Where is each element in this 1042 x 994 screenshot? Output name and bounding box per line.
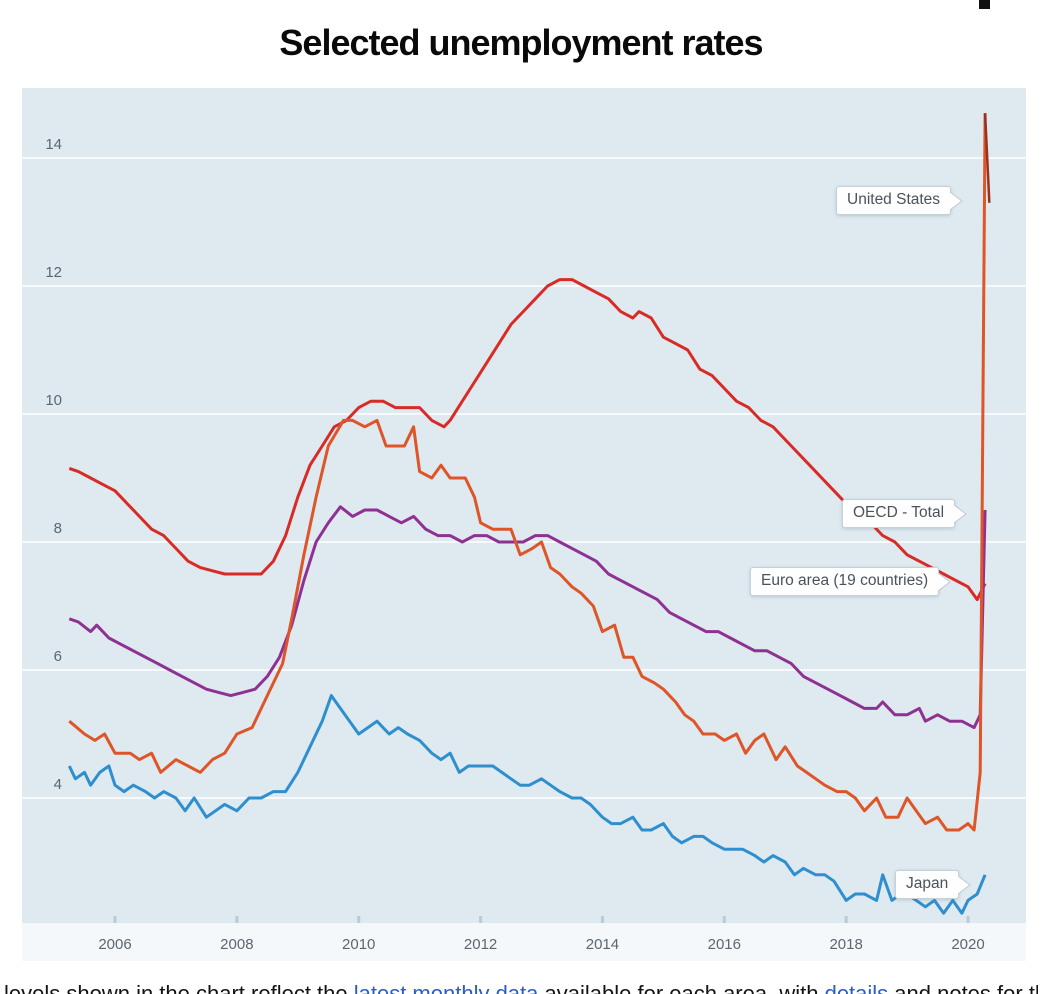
callout-united-states: United States	[836, 186, 964, 215]
series-line-euro-area-countries	[68, 278, 987, 602]
callout-label: OECD - Total	[853, 504, 945, 521]
x-tick-mark	[357, 916, 361, 923]
cropped-text-segment: levels shown in the chart reflect the	[4, 981, 354, 994]
cropped-text-line: levels shown in the chart reflect the la…	[4, 981, 1038, 994]
x-tick-mark	[113, 916, 117, 923]
x-tick-mark	[235, 916, 239, 923]
cropped-element-fragment	[979, 0, 990, 9]
x-tick-mark	[966, 916, 970, 923]
series-line-japan	[67, 694, 987, 915]
x-axis-strip	[22, 923, 1026, 961]
chart-title: Selected unemployment rates	[279, 22, 763, 63]
callout-euro-area: Euro area (19 countries)	[750, 567, 952, 596]
x-tick-mark	[479, 916, 483, 923]
x-tick-mark	[722, 916, 726, 923]
series-line-united-states	[68, 113, 987, 832]
callout-pointer-icon	[937, 572, 950, 591]
cropped-text-segment: and notes for the chart in the full rele…	[894, 981, 1038, 994]
cropped-link-fragment[interactable]: latest monthly data	[353, 981, 539, 994]
cropped-text-segment: available for each area, with	[538, 981, 825, 994]
series-line-oecd-total	[68, 505, 987, 730]
callout-japan: Japan	[895, 870, 972, 899]
callout-pointer-icon	[949, 191, 962, 210]
x-tick-mark	[844, 916, 848, 923]
series-last-segment	[983, 113, 991, 203]
callout-label: Japan	[906, 875, 949, 892]
cropped-link-fragment[interactable]: details	[824, 981, 889, 994]
callout-pointer-icon	[957, 875, 970, 894]
callout-pointer-icon	[953, 504, 966, 523]
callout-label: Euro area (19 countries)	[761, 572, 929, 589]
callout-label: United States	[847, 191, 941, 208]
x-tick-mark	[600, 916, 604, 923]
callout-oecd-total: OECD - Total	[842, 499, 968, 528]
